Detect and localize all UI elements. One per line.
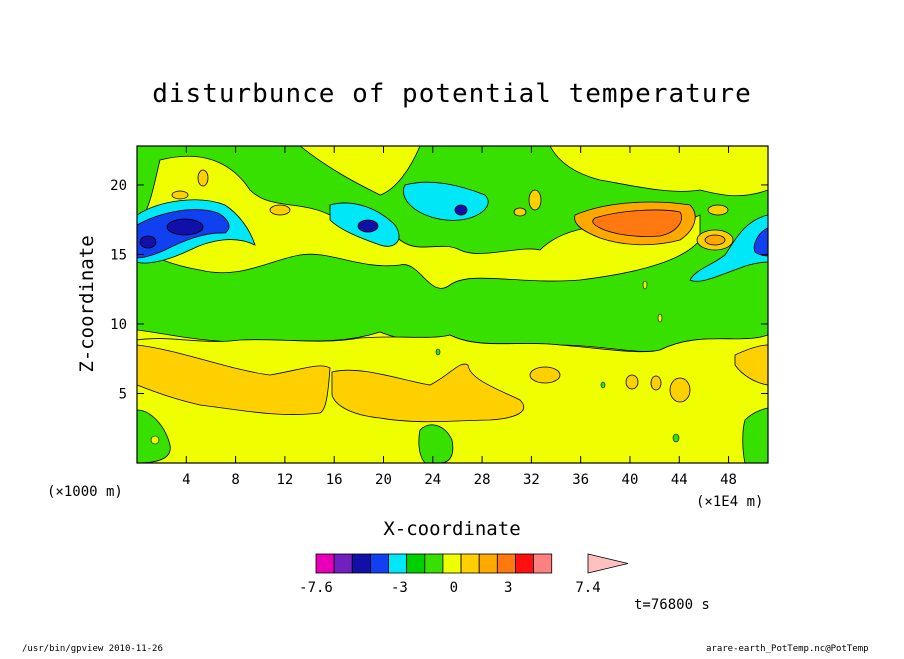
x-tick-label: 12 bbox=[276, 472, 293, 488]
x-tick-label: 4 bbox=[182, 472, 190, 488]
x-tick-label: 16 bbox=[326, 472, 343, 488]
colorbar-cell bbox=[369, 553, 389, 574]
region-orange-small-3 bbox=[650, 375, 662, 391]
x-tick-label: 24 bbox=[424, 472, 441, 488]
region-navy-core-left bbox=[166, 218, 204, 236]
y-tick-label: 15 bbox=[110, 247, 127, 263]
colorbar-cell bbox=[478, 553, 498, 574]
region-orange-lobe-right-inner bbox=[704, 234, 726, 246]
region-blue-right bbox=[753, 227, 768, 257]
y-tick-label: 20 bbox=[110, 178, 127, 194]
region-orange-low-left bbox=[137, 344, 331, 415]
x-tick-label: 48 bbox=[720, 472, 737, 488]
colorbar-cell bbox=[424, 553, 444, 574]
x-unit-left: (×1000 m) bbox=[47, 484, 123, 500]
colorbar bbox=[315, 553, 629, 574]
region-red-orange-core-right bbox=[592, 209, 682, 237]
region-orange-low-center bbox=[331, 363, 525, 423]
region-navy-core-left-2 bbox=[139, 235, 157, 249]
footer-right: arare-earth_PotTemp.nc@PotTemp bbox=[706, 644, 869, 654]
region-green-speck-4 bbox=[435, 348, 441, 356]
colorbar-cell bbox=[406, 553, 426, 574]
y-tick-label: 5 bbox=[119, 386, 127, 402]
region-orange-spot-e bbox=[513, 207, 527, 217]
colorbar-extension bbox=[587, 553, 629, 574]
y-tick-label: 10 bbox=[110, 317, 127, 333]
region-cyan-right bbox=[689, 214, 768, 282]
time-annotation: t=76800 s bbox=[634, 597, 710, 613]
colorbar-cell bbox=[460, 553, 480, 574]
x-axis: 4 8 12 16 20 24 28 32 36 40 44 48 bbox=[182, 146, 737, 488]
region-orange-spot-d bbox=[528, 189, 542, 211]
region-orange-spot-c bbox=[269, 204, 291, 216]
region-orange-small-4 bbox=[669, 377, 691, 403]
region-yellow-top-center bbox=[299, 146, 421, 196]
region-orange-low-right bbox=[734, 344, 768, 386]
region-green-bottom-center bbox=[418, 424, 454, 463]
y-axis: 5 10 15 20 bbox=[110, 178, 768, 402]
x-unit-right: (×1E4 m) bbox=[696, 494, 763, 510]
x-axis-label: X-coordinate bbox=[383, 518, 520, 540]
colorbar-cell bbox=[351, 553, 371, 574]
x-tick-label: 28 bbox=[474, 472, 491, 488]
x-tick-label: 44 bbox=[671, 472, 688, 488]
colorbar-cell bbox=[515, 553, 535, 574]
colorbar-tick-label: 3 bbox=[504, 580, 512, 596]
region-orange-spot-a bbox=[171, 190, 189, 200]
colorbar-tick-label: 7.4 bbox=[575, 580, 600, 596]
footer-left: /usr/bin/gpview 2010-11-26 bbox=[22, 644, 163, 654]
region-orange-lobe-top bbox=[707, 204, 729, 216]
region-green-speck-3 bbox=[672, 433, 680, 443]
region-green-speck-2 bbox=[600, 381, 606, 389]
x-tick-label: 8 bbox=[231, 472, 239, 488]
chart-title: disturbunce of potential temperature bbox=[152, 79, 752, 109]
region-blue-lobe-center bbox=[357, 219, 379, 233]
colorbar-cell bbox=[333, 553, 353, 574]
x-tick-label: 20 bbox=[375, 472, 392, 488]
x-tick-label: 32 bbox=[523, 472, 540, 488]
region-green-bottom-right bbox=[742, 407, 768, 463]
region-orange-small-2 bbox=[625, 374, 639, 390]
region-navy-lobe-upper bbox=[454, 204, 468, 216]
colorbar-tick-label: -3 bbox=[391, 580, 408, 596]
colorbar-ticks: -7.6 -3 0 3 7.4 bbox=[299, 580, 601, 596]
plot-area bbox=[137, 146, 768, 463]
region-green-speck-1 bbox=[150, 435, 160, 445]
colorbar-tick-label: -7.6 bbox=[299, 580, 333, 596]
colorbar-cell bbox=[496, 553, 516, 574]
colorbar-cell bbox=[533, 553, 553, 574]
region-green-speck-5 bbox=[657, 313, 663, 323]
y-axis-label: Z-coordinate bbox=[76, 235, 98, 372]
x-tick-label: 40 bbox=[622, 472, 639, 488]
colorbar-cell bbox=[388, 553, 408, 574]
colorbar-tick-label: 0 bbox=[450, 580, 458, 596]
region-orange-small-1 bbox=[529, 366, 561, 384]
colorbar-cell bbox=[315, 553, 335, 574]
colorbar-cell bbox=[442, 553, 462, 574]
plot-frame bbox=[136, 145, 769, 464]
region-green-speck-6 bbox=[642, 280, 648, 290]
region-orange-spot-b bbox=[197, 169, 209, 187]
region-yellow-top-right bbox=[549, 146, 768, 197]
x-tick-label: 36 bbox=[572, 472, 589, 488]
